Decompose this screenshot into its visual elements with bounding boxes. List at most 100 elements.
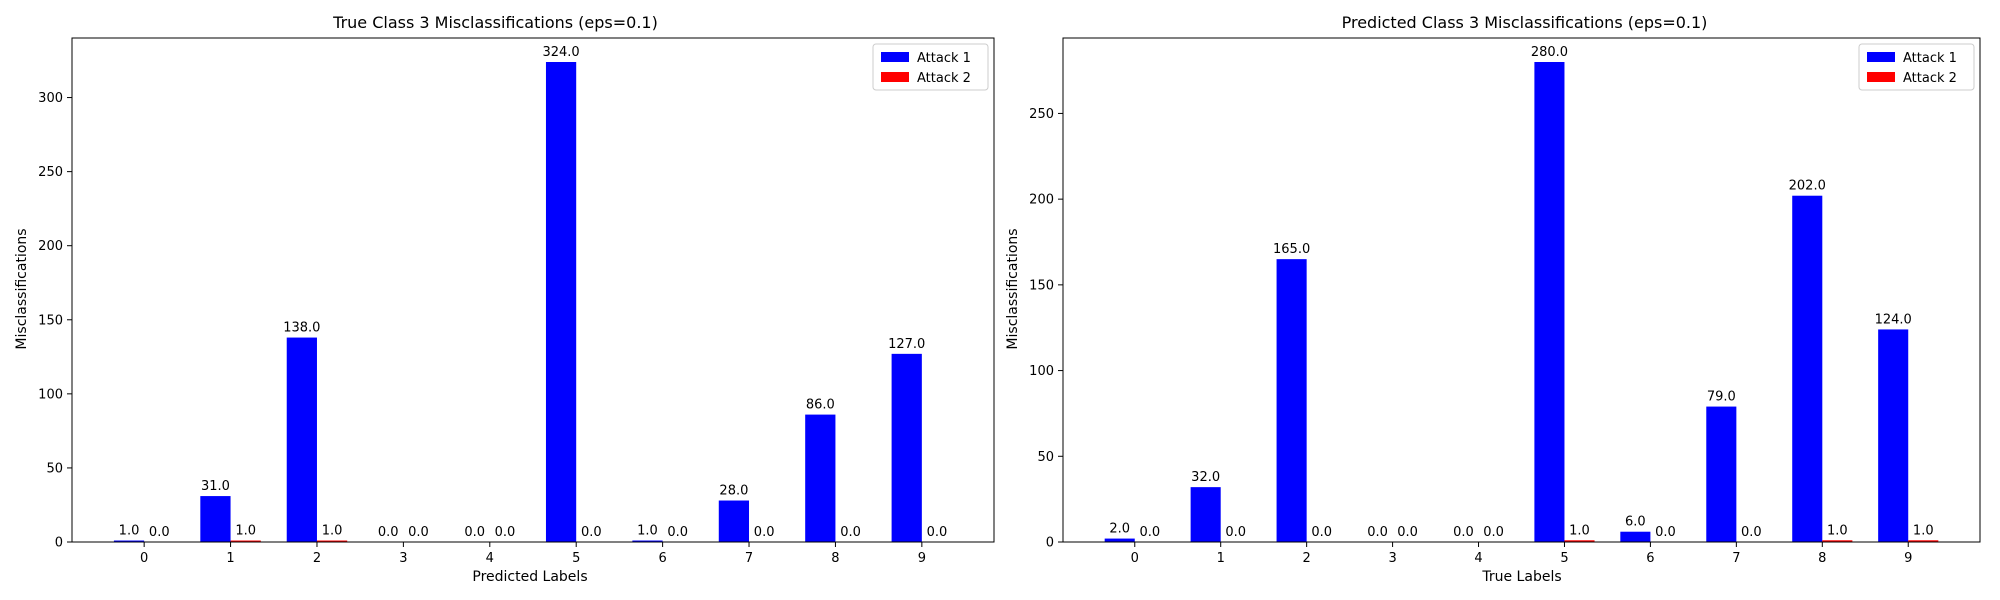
bar-value-label: 1.0 [1913, 523, 1934, 538]
bar-attack-1-2 [1276, 259, 1307, 542]
x-tick-label: 9 [1904, 551, 1912, 566]
bar-value-label: 28.0 [719, 484, 748, 499]
x-tick-label: 8 [831, 551, 839, 566]
y-tick-label: 150 [1029, 278, 1054, 293]
bar-value-label: 0.0 [667, 525, 688, 540]
y-tick-label: 200 [1029, 193, 1054, 208]
bar-attack-1-6 [632, 540, 663, 542]
bar-value-label: 1.0 [119, 524, 140, 539]
y-tick-label: 200 [38, 239, 63, 254]
y-tick-label: 100 [38, 387, 63, 402]
bar-value-label: 1.0 [637, 524, 658, 539]
bar-attack-1-5 [1534, 62, 1565, 542]
x-tick-label: 8 [1818, 551, 1826, 566]
x-tick-label: 6 [658, 551, 666, 566]
bar-value-label: 1.0 [322, 524, 343, 539]
bar-attack-2-2 [316, 540, 348, 542]
y-tick-label: 50 [1037, 450, 1054, 465]
x-tick-label: 1 [1217, 551, 1225, 566]
bar-value-label: 1.0 [1827, 523, 1848, 538]
chart-title: True Class 3 Misclassifications (eps=0.1… [332, 13, 658, 32]
bar-value-label: 86.0 [806, 398, 835, 413]
bar-value-label: 1.0 [235, 524, 256, 539]
y-tick-label: 250 [38, 165, 63, 180]
bar-value-label: 0.0 [1483, 525, 1504, 540]
bar-value-label: 0.0 [408, 525, 429, 540]
bar-attack-1-8 [805, 414, 836, 542]
bar-value-label: 124.0 [1875, 312, 1912, 327]
bar-value-label: 31.0 [201, 479, 230, 494]
legend-swatch-attack-2 [1867, 72, 1895, 82]
bar-value-label: 127.0 [888, 337, 925, 352]
bar-value-label: 0.0 [927, 525, 948, 540]
axes-frame [71, 37, 995, 543]
bar-value-label: 0.0 [754, 525, 775, 540]
bar-value-label: 2.0 [1109, 522, 1130, 537]
legend-swatch-attack-1 [1867, 52, 1895, 62]
chart-title: Predicted Class 3 Misclassifications (ep… [1342, 13, 1708, 32]
x-tick-label: 2 [1303, 551, 1311, 566]
x-tick-label: 3 [399, 551, 407, 566]
bar-value-label: 32.0 [1191, 470, 1220, 485]
y-tick-label: 0 [1046, 536, 1054, 551]
bar-value-label: 165.0 [1273, 242, 1310, 257]
legend: Attack 1 Attack 2 [872, 43, 989, 91]
x-axis-label: Predicted Labels [472, 569, 587, 585]
bar-attack-1-1 [1190, 487, 1221, 542]
x-tick-label: 7 [745, 551, 753, 566]
bar-attack-2-9 [1908, 540, 1939, 542]
bar-attack-2-1 [230, 540, 261, 542]
bar-value-label: 0.0 [495, 525, 516, 540]
x-tick-label: 5 [1560, 551, 1568, 566]
chart-panel-predicted-class-3: Predicted Class 3 Misclassifications (ep… [1005, 13, 1981, 585]
bar-value-label: 202.0 [1789, 179, 1826, 194]
bar-attack-1-9 [1878, 329, 1909, 542]
x-tick-label: 7 [1732, 551, 1740, 566]
bar-attack-1-6 [1620, 531, 1651, 542]
bar-value-label: 0.0 [1225, 525, 1246, 540]
y-tick-label: 50 [46, 461, 63, 476]
y-tick-label: 0 [55, 536, 63, 551]
legend-swatch-attack-1 [881, 52, 909, 62]
legend-label: Attack 1 [917, 51, 971, 66]
bar-value-label: 324.0 [542, 45, 579, 60]
bar-attack-1-5 [545, 62, 577, 542]
bar-value-label: 0.0 [1367, 525, 1388, 540]
axes-frame [1062, 37, 1981, 543]
bar-value-label: 0.0 [464, 525, 485, 540]
y-axis-label: Misclassifications [14, 228, 30, 349]
bar-value-label: 0.0 [1139, 525, 1160, 540]
x-tick-label: 1 [226, 551, 234, 566]
x-tick-label: 3 [1388, 551, 1396, 566]
y-tick-label: 150 [38, 313, 63, 328]
bar-attack-1-0 [113, 540, 145, 542]
bar-attack-1-0 [1104, 538, 1135, 542]
x-tick-label: 0 [140, 551, 148, 566]
bar-value-label: 138.0 [283, 321, 320, 336]
x-tick-label: 2 [313, 551, 321, 566]
x-tick-label: 6 [1646, 551, 1654, 566]
bar-value-label: 280.0 [1531, 45, 1568, 60]
bar-value-label: 0.0 [1397, 525, 1418, 540]
bar-value-label: 1.0 [1569, 523, 1590, 538]
legend: Attack 1 Attack 2 [1858, 43, 1975, 91]
bar-attack-1-2 [286, 337, 317, 542]
y-tick-label: 300 [38, 91, 63, 106]
x-tick-label: 5 [572, 551, 580, 566]
x-tick-label: 0 [1131, 551, 1139, 566]
x-tick-label: 4 [1474, 551, 1482, 566]
bar-value-label: 0.0 [1453, 525, 1474, 540]
bar-value-label: 0.0 [581, 525, 602, 540]
x-tick-label: 4 [486, 551, 494, 566]
legend-label: Attack 2 [1903, 71, 1957, 86]
bar-value-label: 79.0 [1707, 390, 1736, 405]
y-tick-label: 100 [1029, 364, 1054, 379]
bar-attack-1-9 [891, 353, 922, 542]
bar-attack-1-8 [1792, 195, 1823, 542]
bar-value-label: 0.0 [840, 525, 861, 540]
bar-attack-1-1 [200, 496, 231, 542]
legend-label: Attack 1 [1903, 51, 1957, 66]
